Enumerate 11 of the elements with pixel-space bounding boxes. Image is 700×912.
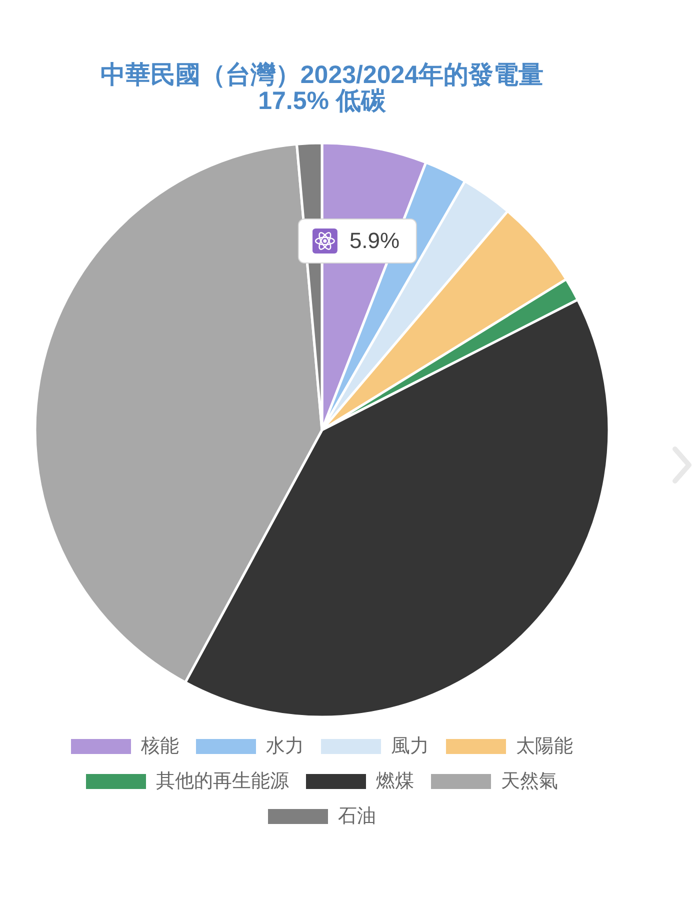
legend-label: 風力 xyxy=(391,735,429,758)
legend-label: 太陽能 xyxy=(516,735,573,758)
legend-label: 核能 xyxy=(141,735,179,758)
chart-subtitle: 17.5% 低碳 xyxy=(258,87,387,115)
legend-label: 天然氣 xyxy=(501,770,558,793)
legend-label: 石油 xyxy=(338,805,376,828)
data-label: 5.9% xyxy=(349,228,400,254)
legend-label: 水力 xyxy=(266,735,304,758)
legend-label: 燃煤 xyxy=(376,770,414,793)
chart-title: 中華民國（台灣）2023/2024年的發電量 xyxy=(100,61,544,89)
legend-label: 其他的再生能源 xyxy=(156,770,289,793)
